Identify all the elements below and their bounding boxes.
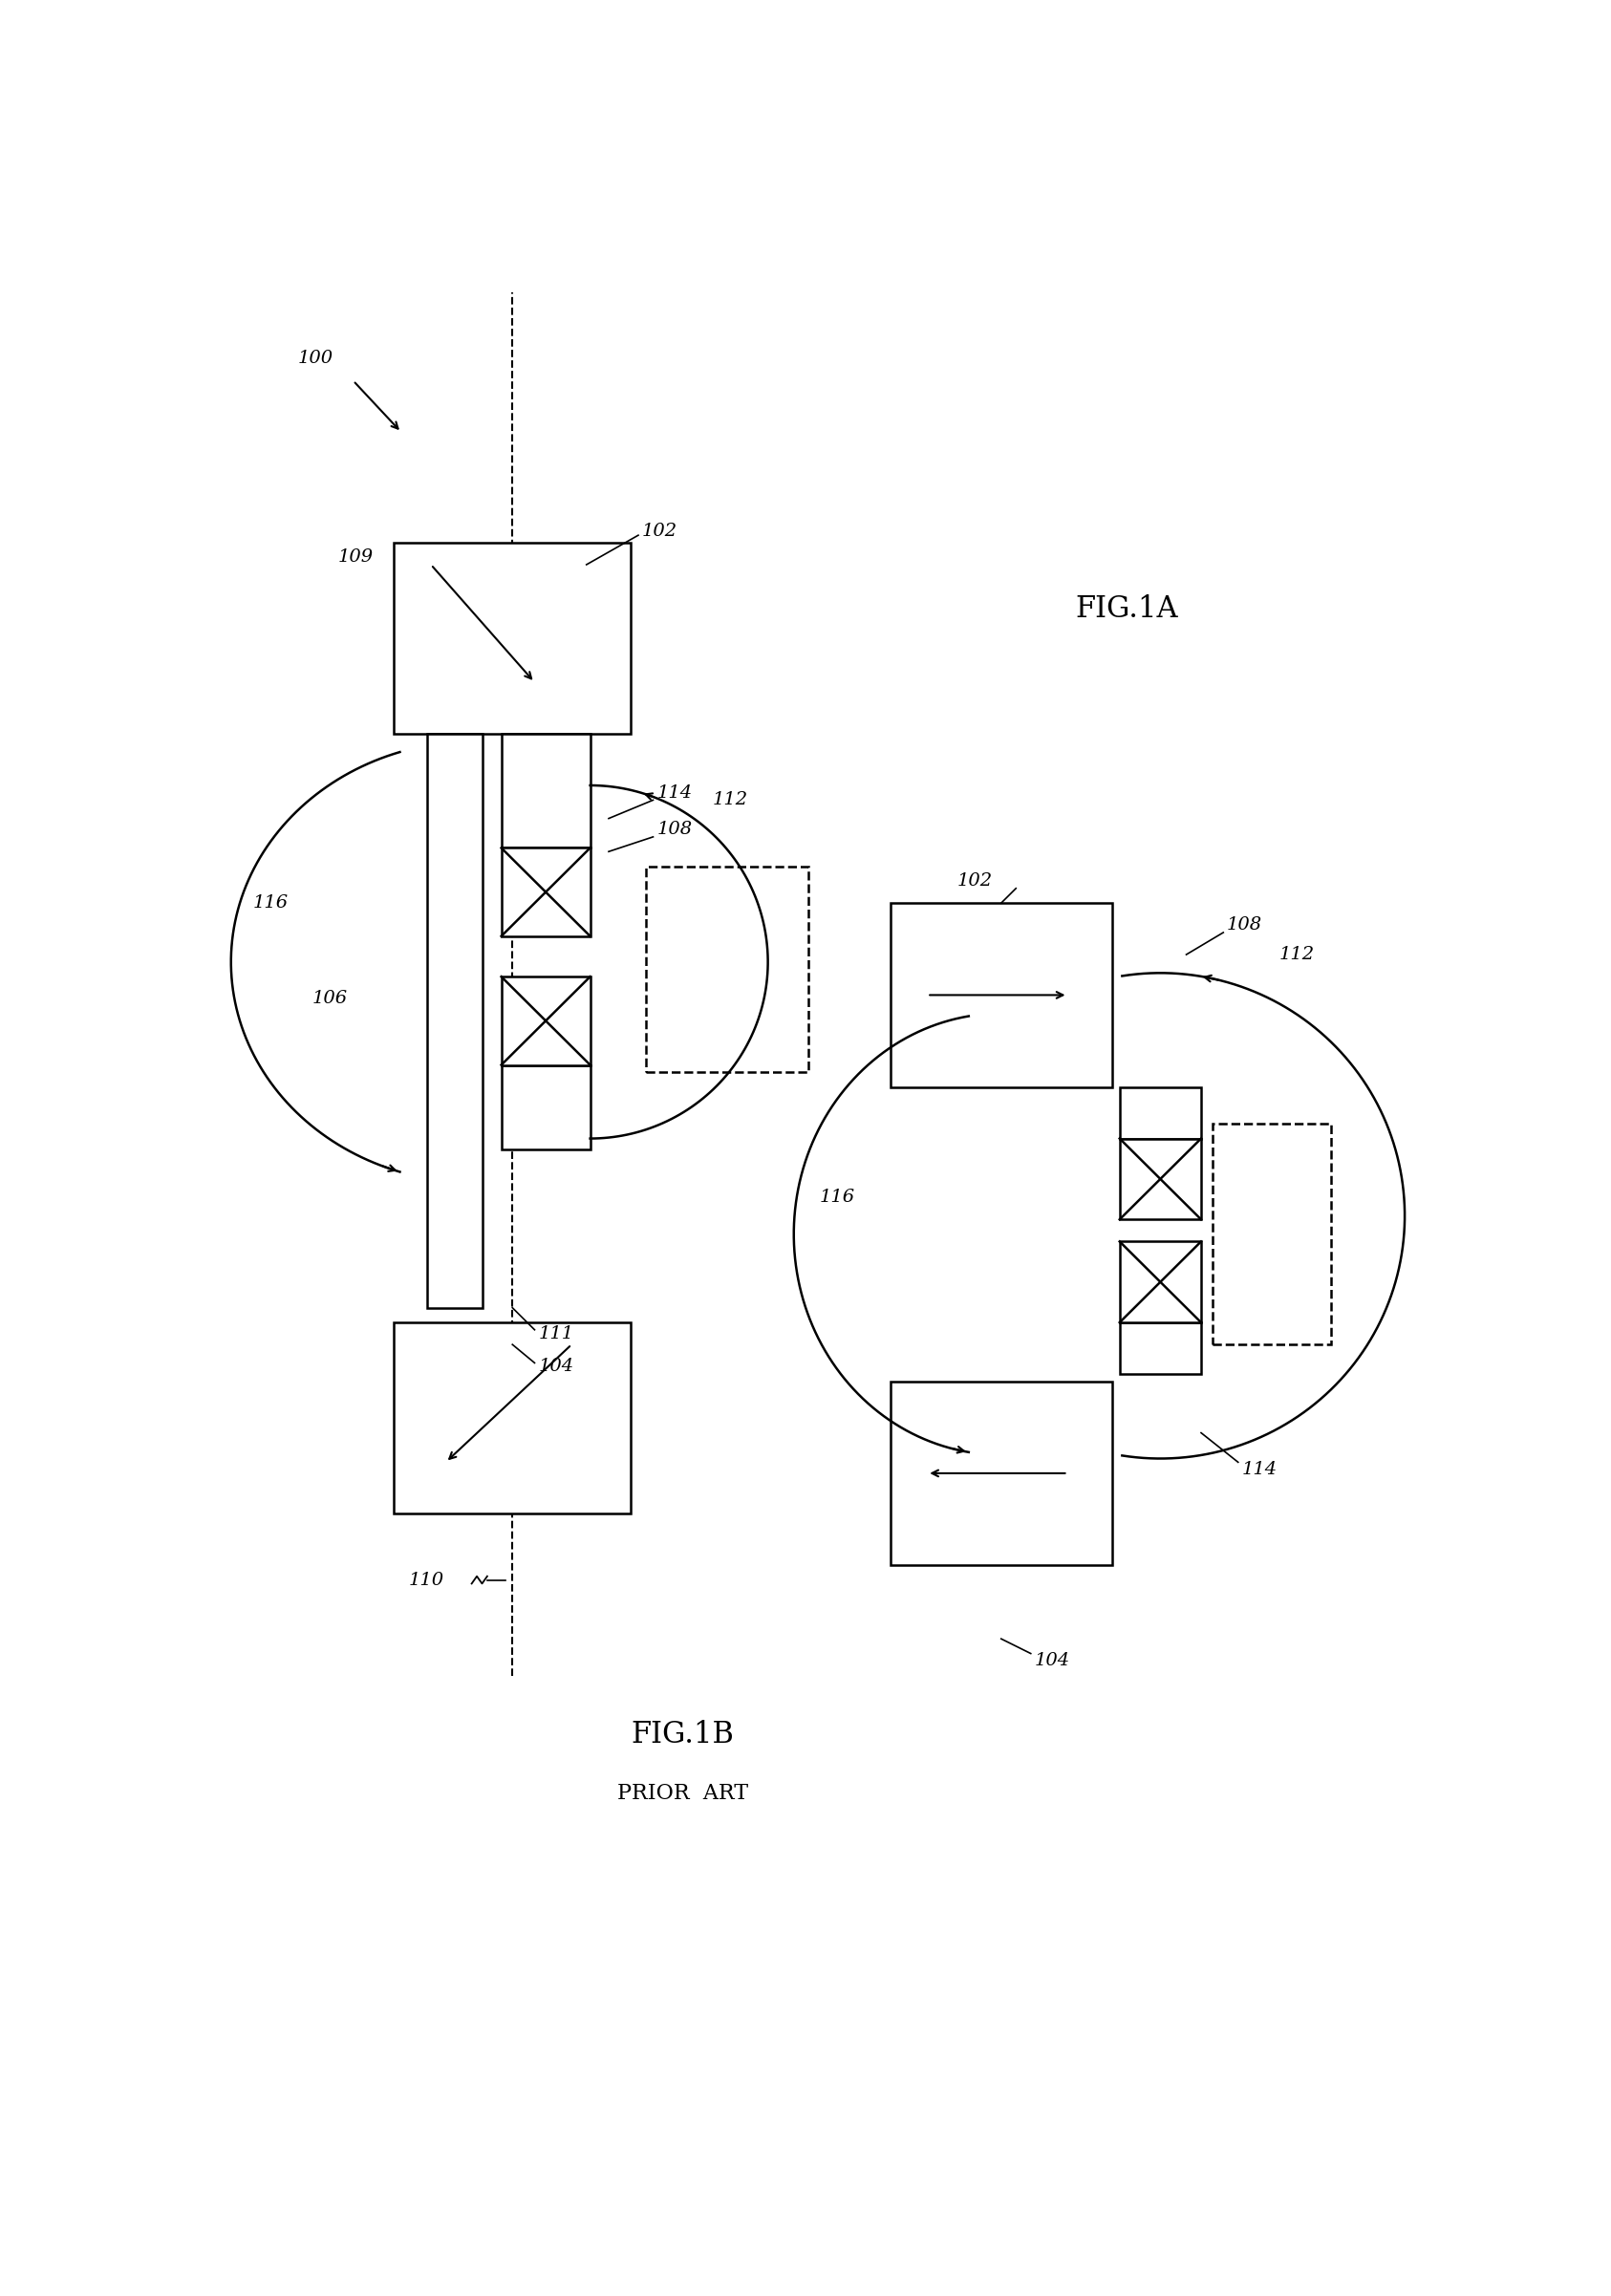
Text: 114: 114	[657, 785, 693, 801]
Text: 104: 104	[538, 1357, 574, 1375]
FancyBboxPatch shape	[427, 735, 483, 1309]
FancyBboxPatch shape	[395, 1322, 632, 1513]
FancyBboxPatch shape	[1120, 1242, 1202, 1322]
FancyBboxPatch shape	[1211, 1123, 1331, 1345]
Text: 112: 112	[712, 792, 748, 808]
Text: 106: 106	[313, 990, 348, 1008]
FancyBboxPatch shape	[501, 847, 590, 937]
FancyBboxPatch shape	[1120, 1322, 1202, 1373]
FancyBboxPatch shape	[889, 902, 1112, 1086]
Text: FIG.1B: FIG.1B	[632, 1720, 735, 1750]
Text: 116: 116	[820, 1189, 855, 1205]
Text: 108: 108	[1228, 916, 1263, 934]
Text: 108: 108	[657, 822, 693, 838]
FancyBboxPatch shape	[1120, 1139, 1202, 1219]
FancyBboxPatch shape	[889, 1382, 1112, 1566]
Text: 111: 111	[538, 1325, 574, 1343]
Text: 104: 104	[1034, 1653, 1070, 1669]
Text: 114: 114	[1242, 1460, 1278, 1479]
FancyBboxPatch shape	[646, 866, 809, 1072]
FancyBboxPatch shape	[501, 735, 590, 847]
Text: 116: 116	[253, 895, 288, 912]
Text: 112: 112	[1279, 946, 1315, 964]
Text: 100: 100	[298, 349, 333, 367]
Text: PRIOR  ART: PRIOR ART	[617, 1782, 748, 1805]
Text: 102: 102	[643, 523, 678, 540]
FancyBboxPatch shape	[501, 1065, 590, 1150]
FancyBboxPatch shape	[395, 542, 632, 735]
FancyBboxPatch shape	[1120, 1086, 1202, 1139]
Text: 102: 102	[957, 872, 992, 889]
Text: FIG.1A: FIG.1A	[1076, 595, 1179, 625]
Text: 109: 109	[338, 549, 374, 565]
Text: 110: 110	[409, 1570, 445, 1589]
FancyBboxPatch shape	[501, 976, 590, 1065]
